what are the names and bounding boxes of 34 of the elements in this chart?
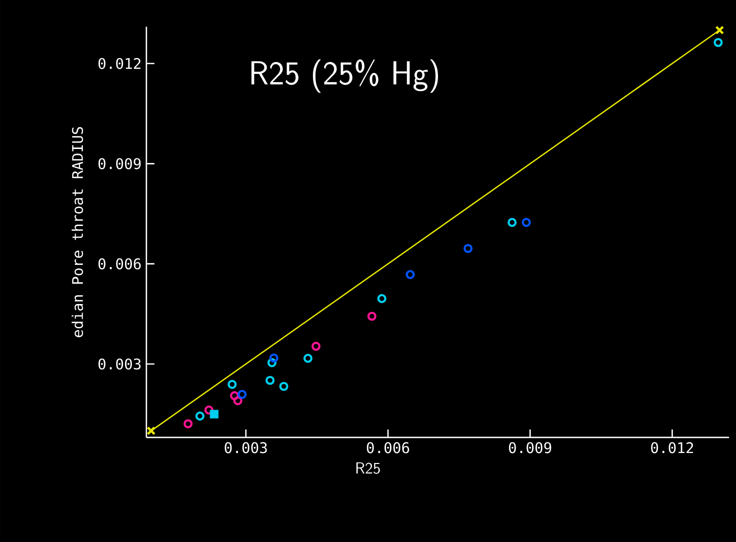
x-tick-label: 0.006	[366, 442, 410, 454]
y-tick-label: 0.003	[98, 358, 141, 370]
point	[228, 380, 237, 389]
text: R25 (25% Hg)	[251, 59, 438, 93]
point	[377, 294, 386, 304]
x-tick-label: 0.012	[651, 442, 694, 454]
point	[266, 376, 275, 385]
y-tick-label: 0.006	[98, 258, 141, 270]
point	[714, 38, 723, 48]
x-tick-label: 0.009	[508, 442, 552, 454]
y-tick-label: 0.012	[98, 58, 140, 70]
point	[464, 244, 473, 254]
point	[303, 354, 312, 363]
x-axis-title: R25	[356, 462, 380, 474]
point	[195, 412, 204, 421]
point	[267, 358, 276, 368]
point	[522, 218, 531, 227]
point	[406, 270, 415, 280]
point	[715, 26, 724, 35]
y-axis-title: edian Pore throat RADIUS	[72, 127, 84, 338]
point	[184, 419, 193, 428]
point	[367, 312, 376, 321]
point	[210, 410, 218, 418]
point	[279, 382, 288, 391]
point	[204, 406, 214, 415]
point	[311, 342, 321, 351]
y-tick-label: 0.009	[98, 158, 141, 170]
point	[146, 426, 156, 436]
point	[230, 391, 240, 400]
point	[238, 390, 247, 399]
point	[233, 396, 242, 406]
point	[269, 353, 278, 363]
point	[508, 218, 517, 227]
x-tick-label: 0.003	[224, 442, 267, 454]
